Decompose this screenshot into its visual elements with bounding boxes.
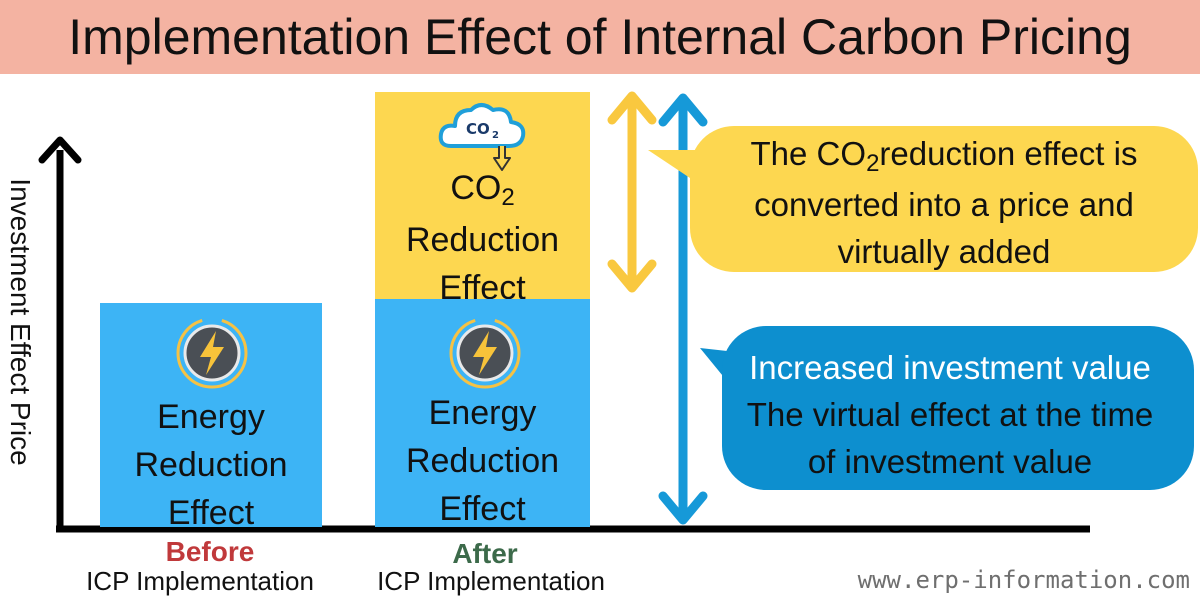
co2-main-text: CO: [450, 169, 502, 207]
callout-co2-price: The CO2reduction effect is converted int…: [690, 126, 1198, 272]
after-energy-label: Energy Reduction Effect: [375, 389, 590, 533]
page-title: Implementation Effect of Internal Carbon…: [68, 9, 1132, 65]
callout-blue-line-3: of investment value: [807, 443, 1093, 480]
y-axis-label: Investment Effect Price: [5, 178, 36, 466]
effect-line: Effect: [167, 494, 255, 532]
energy-line: Energy: [428, 394, 537, 432]
before-energy-box: Energy Reduction Effect: [100, 303, 322, 532]
co2-subscript: 2: [501, 184, 515, 211]
energy-bolt-icon: [449, 317, 521, 389]
after-energy-box: Energy Reduction Effect: [375, 299, 590, 528]
callout-line-2: converted into a price and: [754, 186, 1134, 223]
category-after-sub: ICP Implementation: [377, 566, 605, 596]
category-before-sub: ICP Implementation: [86, 566, 314, 596]
after-co2-label: CO2 Reduction Effect: [375, 164, 590, 312]
energy-bolt-icon: [176, 317, 248, 389]
callout-investment-value: Increased investment value The virtual e…: [722, 326, 1194, 490]
callout-yellow-tail: [648, 150, 702, 186]
co2-cloud-icon: CO 2: [438, 103, 526, 171]
callout-line-1-post: reduction effect is: [879, 135, 1138, 172]
cloud-sub-text: 2: [492, 130, 499, 141]
y-axis-arrowhead: [38, 136, 82, 164]
callout-blue-line-2: The virtual effect at the time: [746, 396, 1154, 433]
title-bar: [0, 0, 1200, 74]
category-before: Before: [165, 536, 255, 567]
reduction-line: Reduction: [405, 442, 560, 480]
energy-line: Energy: [157, 398, 265, 436]
callout-blue-line-1: Increased investment value: [749, 349, 1151, 386]
co2-range-arrow: [607, 91, 657, 293]
effect-line: Effect: [439, 490, 526, 528]
cloud-co-text: CO: [466, 120, 490, 138]
category-after: After: [452, 538, 518, 569]
before-energy-label: Energy Reduction Effect: [100, 393, 322, 537]
co2-line: CO2: [375, 164, 590, 216]
callout-line-1-pre: The CO: [750, 135, 867, 172]
callout-line-1: The CO2reduction effect is: [690, 130, 1198, 181]
after-co2-box: CO 2 CO2 Reduction Effect: [375, 92, 590, 307]
co2-reduction-line: Reduction: [405, 221, 560, 259]
source-footer: www.erp-information.com: [857, 566, 1190, 594]
reduction-line: Reduction: [134, 446, 288, 484]
callout-line-3: virtually added: [837, 233, 1051, 270]
callout-subscript: 2: [866, 150, 880, 177]
